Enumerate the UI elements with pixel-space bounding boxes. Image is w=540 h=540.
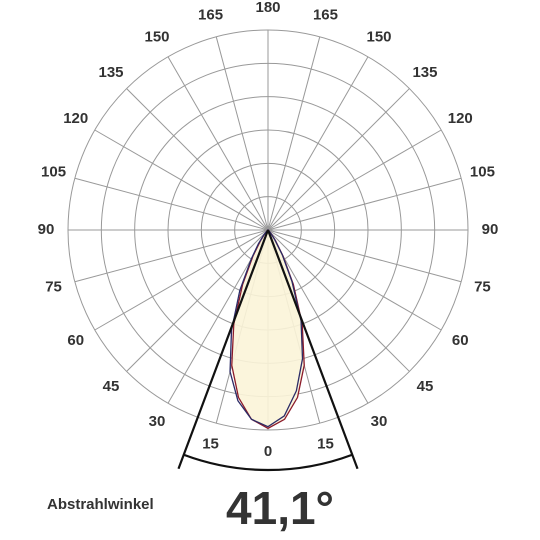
angle-tick-label: 150 <box>144 29 169 46</box>
angle-tick-label: 165 <box>198 7 223 24</box>
grid-spoke <box>267 229 442 331</box>
grid-spoke <box>267 229 462 283</box>
grid-spoke <box>74 177 269 231</box>
grid-spoke <box>267 129 442 231</box>
angle-tick-label: 120 <box>448 110 473 127</box>
angle-tick-label: 105 <box>470 164 495 181</box>
beam-value: 41,1° <box>226 482 334 534</box>
angle-tick-label: 105 <box>41 164 66 181</box>
angle-tick-label: 75 <box>45 278 62 295</box>
angle-tick-label: 75 <box>474 278 491 295</box>
angle-tick-label: 30 <box>149 413 166 430</box>
angle-tick-label: 165 <box>313 7 338 24</box>
angle-tick-label: 135 <box>412 64 437 81</box>
grid-spoke <box>167 56 269 231</box>
grid-spoke <box>94 229 269 331</box>
angle-tick-label: 45 <box>417 378 434 395</box>
grid-spoke <box>126 88 269 231</box>
angle-tick-label: 180 <box>255 0 280 16</box>
grid-spoke <box>94 129 269 231</box>
angle-tick-label: 15 <box>317 435 334 452</box>
angle-tick-label: 15 <box>202 435 219 452</box>
beam-line <box>177 229 270 470</box>
angle-tick-label: 90 <box>482 221 499 238</box>
angle-tick-label: 135 <box>99 64 124 81</box>
angle-tick-label: 90 <box>38 221 55 238</box>
angle-tick-label: 60 <box>67 332 84 349</box>
grid-spoke <box>267 177 462 231</box>
beam-line <box>266 229 359 470</box>
curve <box>229 229 304 428</box>
angle-tick-label: 30 <box>371 413 388 430</box>
beam-label: Abstrahlwinkel <box>47 496 154 513</box>
angle-tick-label: 150 <box>366 29 391 46</box>
angle-tick-label: 120 <box>63 110 88 127</box>
curve <box>231 229 305 430</box>
grid-spoke <box>267 36 321 231</box>
grid-spoke <box>267 56 369 231</box>
grid-spoke <box>267 88 410 231</box>
grid-spoke <box>215 36 269 231</box>
grid-spoke <box>126 229 269 372</box>
angle-tick-label: 45 <box>103 378 120 395</box>
angle-tick-label: 0 <box>264 443 272 460</box>
grid-spoke <box>74 229 269 283</box>
beam-arc <box>183 453 353 472</box>
angle-tick-label: 60 <box>452 332 469 349</box>
grid-spoke <box>267 229 410 372</box>
